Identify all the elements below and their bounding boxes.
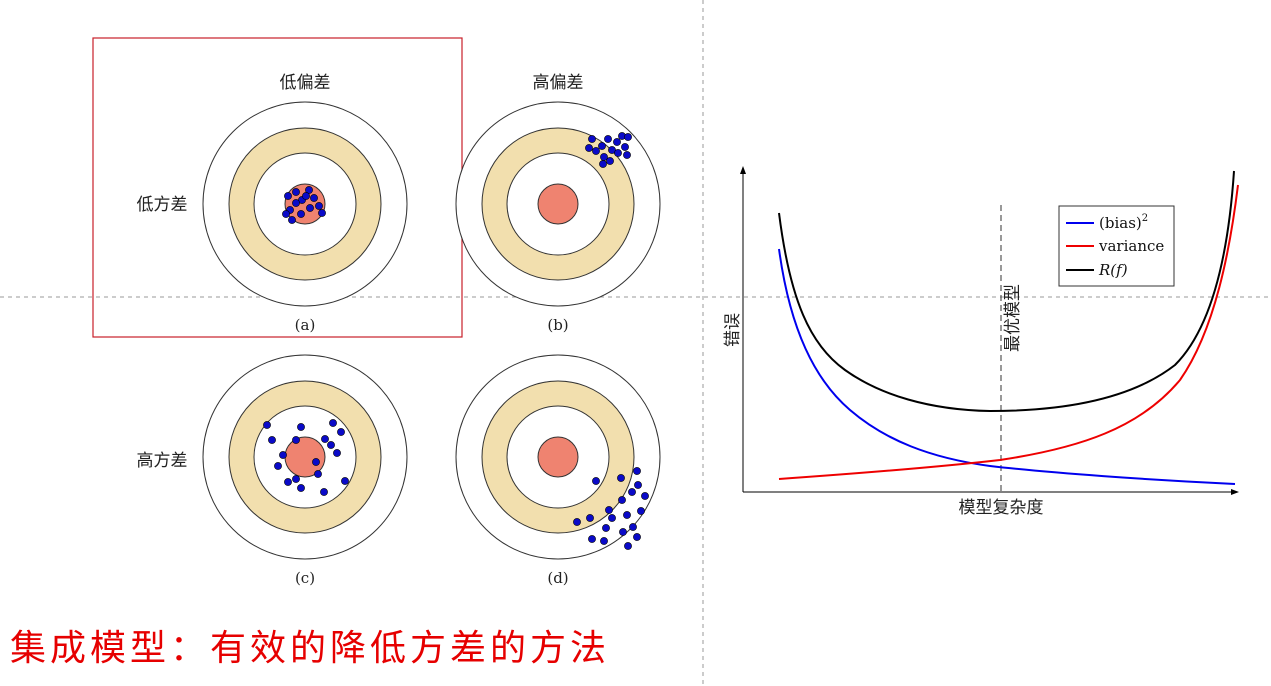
- x-axis-arrow-icon: [1231, 489, 1239, 495]
- target-a: [202, 101, 408, 307]
- target-b: [455, 101, 661, 307]
- caption-a: (a): [295, 316, 316, 334]
- target-c: [202, 354, 408, 560]
- legend: (bias)2 variance R(f): [1058, 205, 1175, 287]
- hits-d: [573, 467, 649, 550]
- caption-b: (b): [547, 316, 568, 334]
- slogan-text: 集成模型：有效的降低方差的方法: [10, 628, 610, 669]
- x-axis-label: 模型复杂度: [959, 498, 1044, 518]
- col-label-high-bias: 高偏差: [533, 73, 584, 93]
- caption-c: (c): [295, 569, 315, 587]
- optimal-model-label: 最优模型: [1003, 284, 1023, 352]
- legend-label-bias: (bias)2: [1099, 213, 1148, 232]
- hits-b: [585, 132, 632, 168]
- error-curve-chart: 错误 模型复杂度 最优模型 (bias)2 variance R(f): [723, 166, 1239, 518]
- variance-curve: [778, 184, 1239, 480]
- risk-curve: [778, 170, 1235, 413]
- y-axis-label: 错误: [723, 313, 743, 347]
- legend-label-variance: variance: [1098, 237, 1164, 255]
- col-label-low-bias: 低偏差: [280, 73, 331, 93]
- legend-label-risk: R(f): [1098, 261, 1128, 279]
- caption-d: (d): [547, 569, 568, 587]
- bias-curve: [778, 248, 1236, 485]
- hits-a: [282, 186, 326, 224]
- row-label-low-variance: 低方差: [137, 195, 188, 215]
- row-label-high-variance: 高方差: [137, 451, 188, 471]
- hits-c: [263, 419, 349, 496]
- target-d: [455, 354, 661, 560]
- y-axis-arrow-icon: [740, 166, 746, 174]
